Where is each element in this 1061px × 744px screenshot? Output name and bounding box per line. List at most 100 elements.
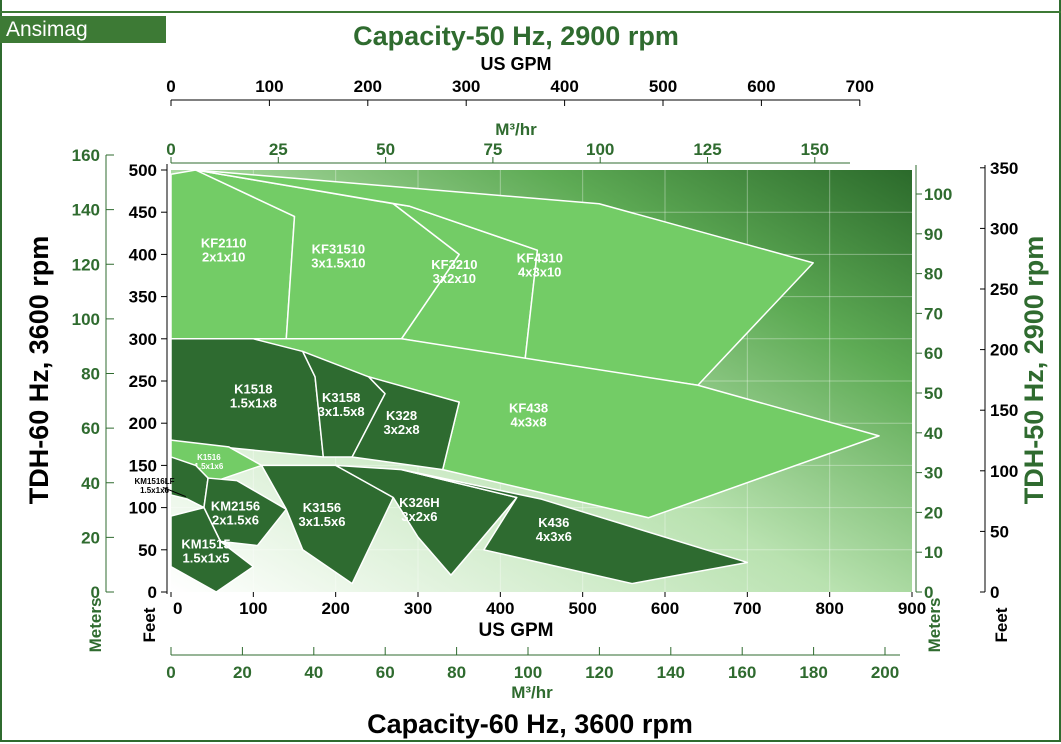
right-feet-tick-label: 0 (990, 583, 999, 602)
region-label-size: 4x3x6 (536, 529, 572, 544)
left-feet-tick-label: 400 (129, 245, 157, 264)
right-meters-tick-label: 80 (924, 265, 943, 284)
region-label-size: 2x1x10 (202, 250, 245, 265)
right-feet-label: Feet (992, 607, 1011, 642)
region-label-name: K1516 (197, 453, 221, 462)
top-gpm-label: US GPM (480, 54, 551, 74)
bottom-m3-tick-label: 80 (447, 663, 466, 682)
top-gpm-tick-label: 0 (166, 77, 175, 96)
region-label-name: KM1516LF (135, 477, 175, 486)
bottom-gpm-tick-label: 900 (898, 599, 926, 618)
right-feet-tick-label: 150 (990, 401, 1018, 420)
bottom-gpm-tick-label: 400 (486, 599, 514, 618)
right-meters-tick-label: 30 (924, 464, 943, 483)
top-gpm-tick-label: 300 (452, 77, 480, 96)
region-label-size: 3x2x10 (433, 271, 476, 286)
bottom-gpm-tick-label: 600 (651, 599, 679, 618)
top-gpm-tick-label: 600 (747, 77, 775, 96)
left-feet-tick-label: 50 (138, 541, 157, 560)
left-feet-tick-label: 250 (129, 372, 157, 391)
left-feet-tick-label: 150 (129, 456, 157, 475)
left-feet-tick-label: 500 (129, 161, 157, 180)
region-label-name: KF31510 (312, 242, 365, 257)
right-feet-tick-label: 250 (990, 280, 1018, 299)
region-label-size: 1.5x1x8 (230, 395, 277, 410)
right-feet-tick-label: 350 (990, 159, 1018, 178)
bottom-gpm-tick-label: 0 (173, 599, 182, 618)
left-meters-tick-label: 160 (72, 146, 100, 165)
region-label-name: KM1515 (181, 536, 230, 551)
left-meters-label: Meters (86, 598, 105, 653)
top-gpm-tick-label: 100 (255, 77, 283, 96)
region-label-name: K436 (538, 515, 569, 530)
region-label-name: KF4310 (517, 251, 563, 266)
region-label-size: 4x3x8 (510, 415, 546, 430)
bottom-gpm-tick-label: 500 (568, 599, 596, 618)
region-label-size: 3x2x6 (401, 509, 437, 524)
left-meters-tick-label: 120 (72, 255, 100, 274)
right-feet-tick-label: 50 (990, 522, 1009, 541)
right-axis-title: TDH-50 Hz, 2900 rpm (1019, 236, 1049, 505)
right-feet-tick-label: 200 (990, 341, 1018, 360)
top-m3-tick-label: 25 (269, 140, 288, 159)
top-m3-tick-label: 50 (376, 140, 395, 159)
bottom-m3-tick-label: 20 (233, 663, 252, 682)
left-meters-tick-label: 40 (81, 474, 100, 493)
top-m3-tick-label: 125 (693, 140, 721, 159)
region-label-name: K3156 (303, 500, 341, 515)
top-m3-tick-label: 150 (801, 140, 829, 159)
region-label-size: 1.5x1x6 (194, 462, 223, 471)
left-feet-tick-label: 350 (129, 288, 157, 307)
bottom-m3-tick-label: 160 (728, 663, 756, 682)
bottom-gpm-tick-label: 200 (321, 599, 349, 618)
right-feet-tick-label: 300 (990, 219, 1018, 238)
top-m3-tick-label: 100 (586, 140, 614, 159)
bottom-gpm-tick-label: 300 (404, 599, 432, 618)
top-gpm-tick-label: 200 (354, 77, 382, 96)
bottom-m3-tick-label: 140 (657, 663, 685, 682)
bottom-gpm-tick-label: 100 (239, 599, 267, 618)
region-label-name: KF2110 (201, 236, 247, 251)
right-meters-tick-label: 10 (924, 543, 943, 562)
left-meters-tick-label: 60 (81, 419, 100, 438)
right-meters-tick-label: 60 (924, 344, 943, 363)
region-label-name: KM2156 (211, 498, 260, 513)
left-feet-tick-label: 300 (129, 330, 157, 349)
bottom-m3-tick-label: 100 (514, 663, 542, 682)
region-KF4310 (194, 169, 814, 386)
bottom-m3-tick-label: 0 (166, 663, 175, 682)
bottom-m3-tick-label: 120 (585, 663, 613, 682)
region-label-name: K3158 (322, 390, 360, 405)
region-label-size: 4x3x10 (518, 265, 561, 280)
top-gpm-tick-label: 500 (649, 77, 677, 96)
region-label-size: 2x1.5x6 (212, 512, 259, 527)
top-m3-tick-label: 75 (483, 140, 502, 159)
top-rule (0, 11, 1061, 13)
left-meters-tick-label: 140 (72, 201, 100, 220)
right-feet-tick-label: 100 (990, 462, 1018, 481)
left-meters-tick-label: 20 (81, 528, 100, 547)
right-meters-tick-label: 20 (924, 503, 943, 522)
right-meters-tick-label: 0 (924, 583, 933, 602)
region-label-size: 3x1.5x8 (318, 404, 365, 419)
region-label-name: K1518 (234, 381, 272, 396)
left-axis-title: TDH-60 Hz, 3600 rpm (24, 236, 54, 505)
right-meters-tick-label: 40 (924, 424, 943, 443)
region-label-name: K326H (399, 495, 439, 510)
left-feet-tick-label: 450 (129, 203, 157, 222)
bottom-m3-tick-label: 180 (799, 663, 827, 682)
left-feet-tick-label: 0 (148, 583, 157, 602)
left-feet-label: Feet (140, 607, 159, 642)
right-meters-tick-label: 50 (924, 384, 943, 403)
left-meters-tick-label: 0 (91, 583, 100, 602)
region-KM1515 (170, 506, 255, 593)
top-m3-tick-label: 0 (166, 140, 175, 159)
top-gpm-tick-label: 400 (550, 77, 578, 96)
axes: 0501001502002503003504004505000204060801… (72, 77, 1019, 682)
region-label-size: 1.5x1x5 (182, 550, 229, 565)
bottom-title: Capacity-60 Hz, 3600 rpm (367, 709, 693, 739)
bottom-m3-tick-label: 40 (304, 663, 323, 682)
